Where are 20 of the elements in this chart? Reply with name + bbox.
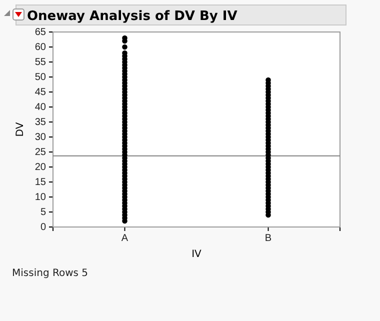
y-tick-label: 25: [34, 147, 46, 158]
y-tick-label: 65: [34, 27, 46, 38]
y-tick-label: 55: [34, 57, 46, 68]
y-tick-label: 15: [34, 177, 46, 188]
x-tick-label: B: [264, 233, 272, 244]
y-tick-label: 10: [34, 192, 46, 204]
y-tick-label: 40: [34, 102, 46, 114]
chart-title: Oneway Analysis of DV By IV: [27, 9, 238, 24]
y-axis-title: DV: [15, 122, 26, 137]
y-tick-label: 50: [34, 72, 46, 84]
y-tick-label: 20: [34, 162, 46, 174]
text: Missing Rows 5: [12, 268, 88, 279]
y-tick-label: 0: [40, 222, 46, 234]
y-tick-label: 60: [34, 42, 46, 54]
y-tick-label: 45: [34, 87, 46, 98]
x-tick-label: A: [121, 233, 128, 244]
x-axis-title: IV: [192, 249, 202, 260]
y-tick-label: 5: [40, 207, 46, 218]
y-tick-label: 30: [34, 132, 46, 144]
y-tick-label: 35: [34, 117, 46, 128]
